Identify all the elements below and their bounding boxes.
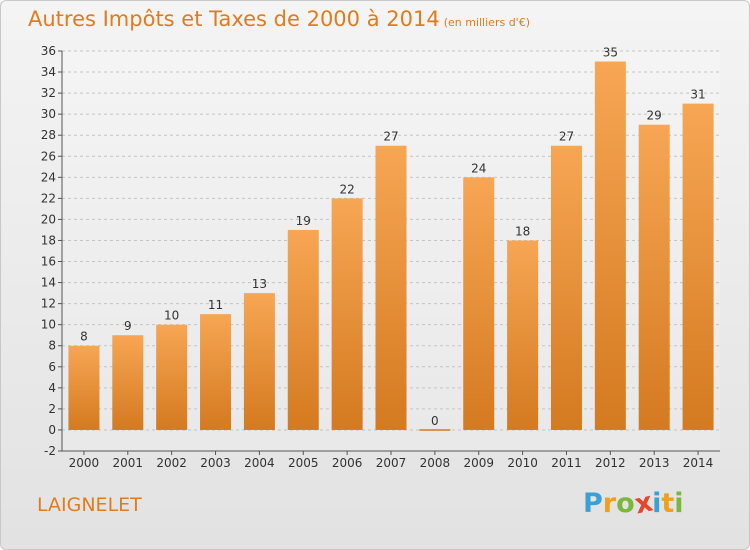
logo-letter: o [616,488,635,519]
x-tick-label: 2012 [595,456,626,470]
x-tick-label: 2008 [420,456,451,470]
logo-letter: r [602,488,617,519]
data-label: 29 [647,109,662,123]
x-tick-label: 2013 [639,456,670,470]
y-tick-label: 6 [48,360,56,374]
data-label: 11 [208,298,223,312]
x-tick-label: 2005 [288,456,319,470]
chart-subtitle: (en milliers d'€) [443,16,530,29]
y-tick-label: 18 [41,233,56,247]
bar [463,177,495,430]
x-tick-label: 2001 [113,456,144,470]
proxiti-logo: Proxiti [583,487,684,521]
y-tick-label: 14 [41,276,56,290]
x-tick-label: 2007 [376,456,407,470]
bar [156,324,188,430]
y-tick-label: 24 [41,170,56,184]
data-label: 22 [339,182,354,196]
bar [243,293,275,430]
bar [375,145,407,430]
y-tick-label: 22 [41,191,56,205]
commune-name: LAIGNELET [37,494,142,516]
bar [550,145,582,430]
data-label: 18 [515,224,530,238]
x-tick-label: 2004 [244,456,275,470]
x-tick-label: 2014 [683,456,714,470]
y-tick-label: 10 [41,318,56,332]
data-label: 13 [252,277,267,291]
bar [682,103,714,430]
data-label: 19 [296,214,311,228]
y-tick-label: 26 [41,149,56,163]
bar [200,314,232,430]
y-tick-label: 12 [41,297,56,311]
x-tick-label: 2011 [551,456,582,470]
bar [331,198,363,430]
data-label: 8 [80,330,88,344]
y-tick-label: 28 [41,128,56,142]
y-tick-label: -2 [44,444,56,458]
bar [112,335,144,430]
x-tick-label: 2003 [200,456,231,470]
x-tick-label: 2002 [156,456,187,470]
data-label: 9 [124,319,132,333]
data-label: 27 [383,130,398,144]
chart-title-text: Autres Impôts et Taxes de 2000 à 2014 [28,7,440,31]
data-label: 35 [603,46,618,60]
data-label: 0 [431,414,439,428]
y-tick-label: 34 [41,65,56,79]
x-tick-label: 2009 [463,456,494,470]
chart-title: Autres Impôts et Taxes de 2000 à 2014 (en… [28,7,530,31]
data-label: 27 [559,130,574,144]
data-label: 31 [690,88,705,102]
x-tick-label: 2006 [332,456,363,470]
x-tick-label: 2010 [507,456,538,470]
bar [594,61,626,430]
y-tick-label: 36 [41,44,56,58]
logo-letter: i [652,488,662,519]
bar [68,345,100,430]
logo-letter: i [674,488,684,519]
x-tick-label: 2000 [69,456,100,470]
y-tick-label: 4 [48,381,56,395]
bar [287,229,319,430]
y-tick-label: 2 [48,402,56,416]
y-tick-label: 0 [48,423,56,437]
bar [507,240,539,430]
y-tick-label: 32 [41,86,56,100]
logo-letter: t [661,488,675,519]
data-label: 24 [471,161,486,175]
bar [638,124,670,430]
y-tick-label: 30 [41,107,56,121]
data-label: 10 [164,309,179,323]
logo-letter: P [583,488,603,519]
y-tick-label: 16 [41,255,56,269]
y-tick-label: 8 [48,339,56,353]
y-tick-label: 20 [41,212,56,226]
